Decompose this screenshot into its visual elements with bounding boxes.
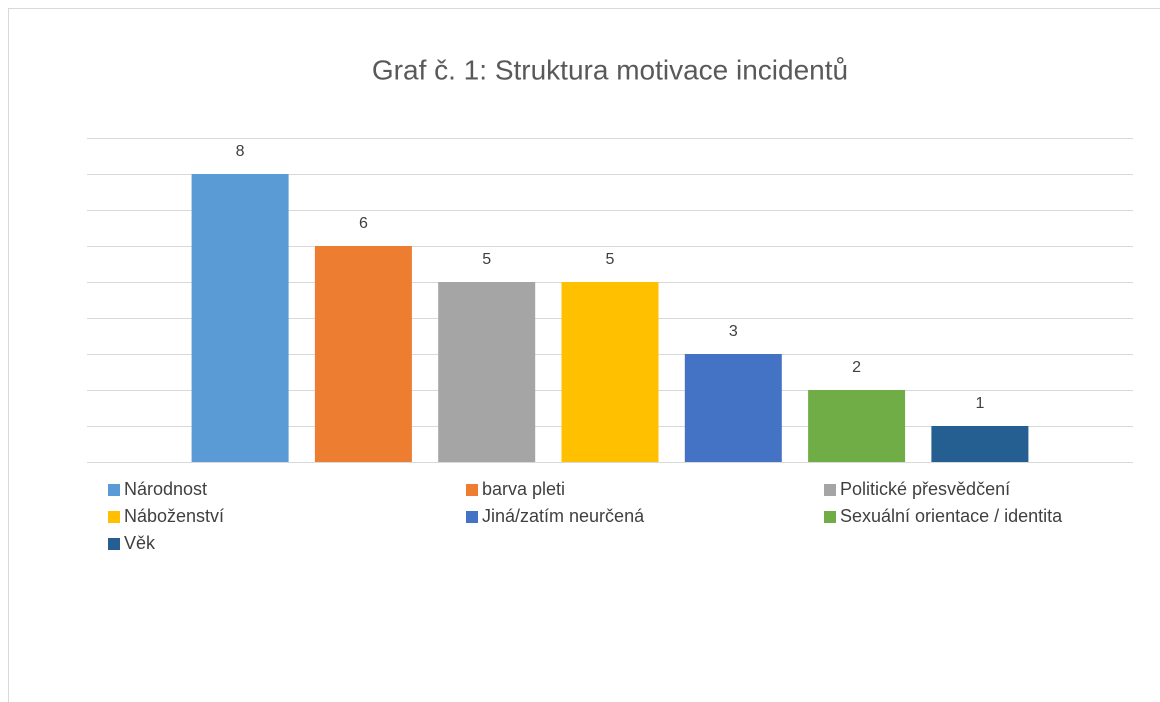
bar: [438, 282, 536, 462]
chart-title: Graf č. 1: Struktura motivace incidentů: [372, 54, 848, 85]
bar: [808, 390, 906, 462]
legend-swatch: [108, 538, 120, 550]
data-label: 8: [236, 143, 245, 160]
bar: [684, 354, 782, 462]
legend-label: Náboženství: [124, 506, 224, 526]
legend-swatch: [108, 511, 120, 523]
bar: [191, 174, 289, 462]
chart-frame: [8, 8, 1160, 702]
legend-label: Národnost: [124, 479, 207, 499]
legend-label: barva pleti: [482, 479, 565, 499]
data-label: 2: [852, 359, 861, 376]
legend-label: Jiná/zatím neurčená: [482, 506, 645, 526]
data-label: 1: [975, 395, 984, 412]
legend-swatch: [466, 511, 478, 523]
data-label: 3: [729, 323, 738, 340]
legend-swatch: [466, 484, 478, 496]
data-label: 5: [606, 251, 615, 268]
legend-label: Věk: [124, 533, 156, 553]
bar: [314, 246, 412, 462]
legend-swatch: [108, 484, 120, 496]
legend-swatch: [824, 511, 836, 523]
legend-label: Sexuální orientace / identita: [840, 506, 1063, 526]
data-label: 5: [482, 251, 491, 268]
data-label: 6: [359, 215, 368, 232]
bar: [561, 282, 659, 462]
legend-label: Politické přesvědčení: [840, 479, 1010, 499]
bar: [931, 426, 1029, 462]
legend-swatch: [824, 484, 836, 496]
